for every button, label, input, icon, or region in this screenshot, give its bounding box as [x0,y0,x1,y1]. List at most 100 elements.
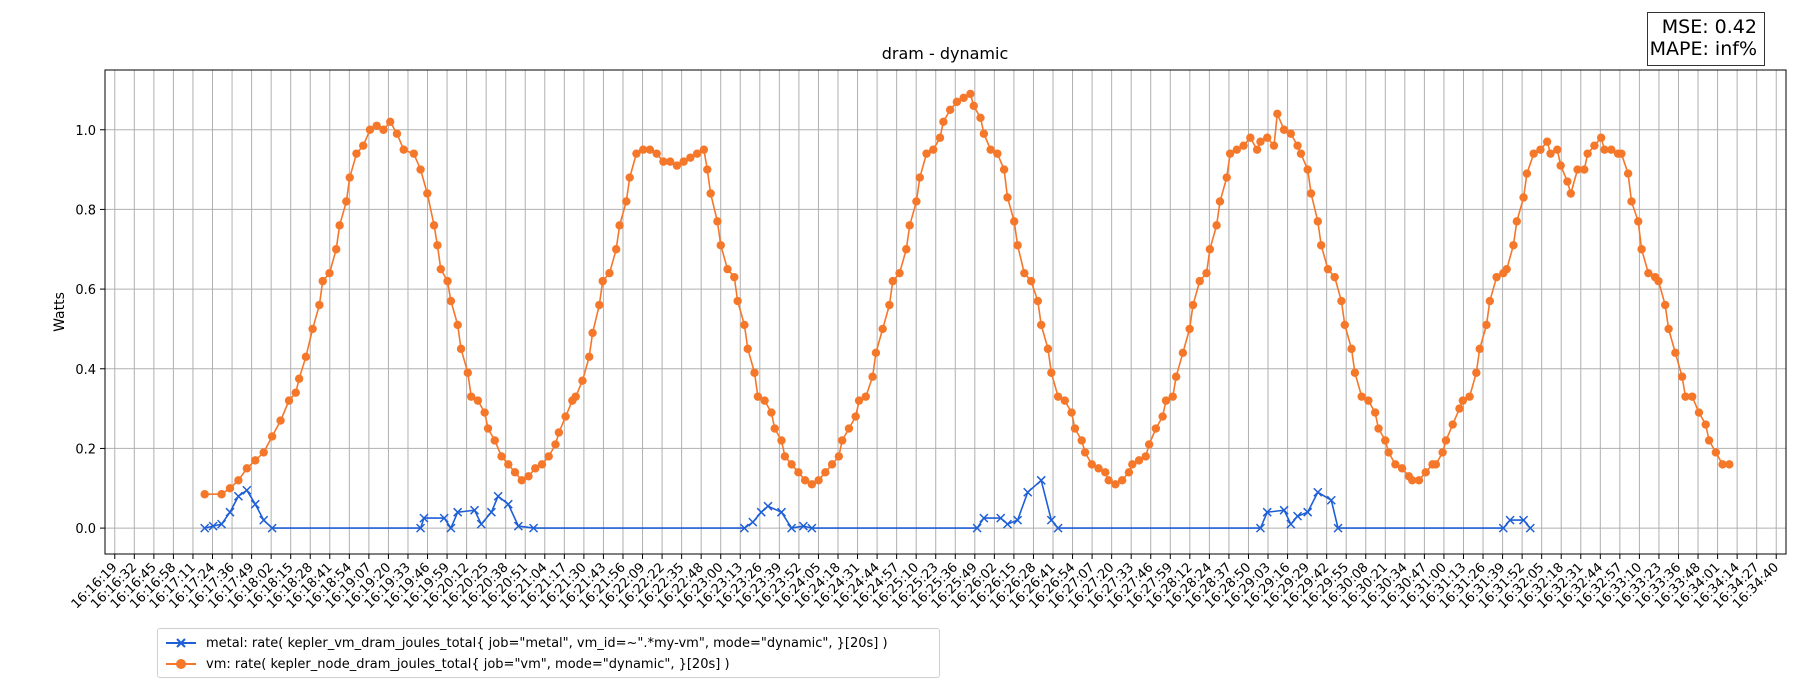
data-point [392,129,402,138]
data-point [652,149,661,158]
data-point [1225,149,1235,158]
data-point [699,145,709,154]
data-point [1374,424,1383,433]
data-point [352,149,361,158]
data-point [1438,448,1447,457]
data-point [922,149,931,158]
data-point [929,145,938,154]
data-point [1111,480,1120,489]
data-point [716,241,725,250]
data-point [1171,372,1181,381]
data-point [1364,396,1373,405]
data-point [399,145,408,154]
data-point [902,245,911,254]
data-point [1509,241,1518,250]
data-point [446,296,456,306]
data-point [1188,300,1198,310]
data-point [453,507,463,517]
data-point [1337,296,1346,306]
data-point [1694,408,1704,417]
data-point [372,121,381,130]
data-point [659,157,668,166]
data-point [259,515,269,525]
y-tick-label: 0.8 [75,203,96,218]
data-point [315,300,324,310]
data-point [242,464,252,473]
data-point [483,424,493,433]
data-point [480,408,489,417]
data-point [456,344,466,354]
data-point [1053,392,1063,401]
data-point [1455,404,1464,413]
data-point [332,245,341,254]
data-point [1563,177,1572,186]
data-point [1002,519,1013,529]
data-point [827,460,837,469]
data-point [1158,412,1167,421]
legend-item-vm: vm: rate( kepler_node_dram_joules_total{… [166,654,730,674]
data-point [1573,165,1582,174]
data-point [776,507,787,517]
data-point [1026,276,1036,286]
data-point [225,507,235,517]
data-point [1013,515,1023,525]
data-point [972,523,982,533]
data-point [473,396,483,405]
data-point [1033,296,1043,306]
data-point [1542,137,1552,146]
data-point [632,149,641,158]
legend-label-metal: metal: rate( kepler_vm_dram_joules_total… [206,635,888,651]
data-point [986,145,995,154]
data-point [1215,197,1225,206]
data-point [1070,424,1080,433]
data-point [486,507,496,517]
mse-text: MSE: 0.42 [1661,16,1757,38]
mape-text: MAPE: inf% [1649,38,1757,60]
data-point [625,173,634,182]
data-point [1583,149,1592,158]
data-point [854,396,864,405]
y-tick-label: 0.4 [75,363,96,378]
data-point [598,276,607,286]
data-point [429,221,439,230]
data-point [1525,523,1535,533]
data-point [225,484,235,493]
data-point [1627,197,1636,206]
y-axis-label: Watts [52,292,68,332]
data-point [1046,515,1056,525]
data-point [1178,348,1188,358]
data-point [301,352,311,362]
data-point [470,505,480,515]
data-point [885,300,894,310]
series-layer [200,89,1734,533]
data-point [1252,145,1262,154]
legend-label-vm: vm: rate( kepler_node_dram_joules_total{… [206,656,730,672]
data-point [433,241,442,250]
data-point [1634,217,1643,226]
data-point [743,344,752,354]
data-point [945,105,955,115]
data-point [1323,264,1333,274]
data-point [798,521,808,531]
data-point [436,264,446,274]
data-point [1101,468,1110,477]
data-point [1502,264,1511,274]
plot-frame [104,69,1787,555]
data-point [1701,420,1710,429]
data-point [416,165,425,174]
data-point [979,513,989,523]
data-point [888,276,897,286]
data-point [1279,125,1289,134]
data-point [345,173,354,182]
data-point [453,320,462,330]
data-point [325,268,334,278]
data-point [612,245,621,254]
legend-item-metal: metal: rate( kepler_vm_dram_joules_total… [166,633,888,653]
data-point [1205,245,1215,254]
data-point [416,523,426,533]
data-point [294,374,304,383]
data-point [1124,468,1134,477]
data-point [739,523,749,533]
data-point [1067,408,1076,417]
